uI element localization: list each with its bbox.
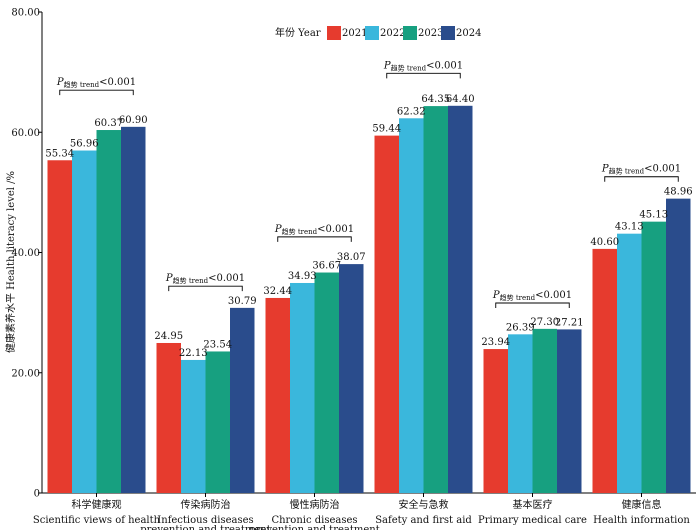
legend-swatch-2024 (441, 26, 455, 40)
legend-swatch-2022 (365, 26, 379, 40)
bar-2023 (641, 221, 666, 493)
bar-2022 (72, 150, 97, 493)
data-label-2022: 56.96 (70, 139, 99, 150)
data-label-2023: 23.54 (203, 339, 232, 350)
bar-2022 (290, 282, 315, 493)
x-category-label-en: prevention and treatment (140, 525, 271, 530)
data-label-2024: 38.07 (337, 252, 366, 263)
legend-swatch-2023 (403, 26, 417, 40)
x-category-label-zh: 健康信息 (622, 498, 662, 511)
x-category-label-en: Primary medical care (478, 515, 587, 526)
bar-2024 (666, 198, 691, 494)
y-axis-label: 健康素养水平 Health literacy level /% (4, 171, 17, 353)
x-category-label-en: Scientific views of health (33, 515, 161, 526)
bar-2023 (96, 130, 121, 493)
data-label-2023: 27.30 (530, 317, 559, 328)
data-label-2021: 59.44 (372, 124, 401, 135)
bar-2024 (230, 307, 255, 493)
trend-p-value: P趋势 trend<0.001 (383, 60, 463, 72)
bar-2024 (339, 264, 364, 493)
trend-bracket (495, 302, 570, 309)
data-label-2023: 45.13 (639, 210, 668, 221)
x-category-label-zh: 科学健康观 (72, 498, 122, 511)
y-tick-label: 60.00 (11, 128, 40, 139)
legend-title: 年份 Year (275, 26, 321, 39)
y-tick-label: 0 (34, 489, 40, 500)
x-axis: 科学健康观 Scientific views of health 传染病防治 Infe… (33, 492, 696, 530)
data-label-2021: 24.95 (154, 331, 183, 342)
x-category-label-zh: 传染病防治 (181, 498, 231, 511)
bar-2022 (399, 118, 424, 494)
trend-bracket (168, 285, 243, 292)
trend-bracket (59, 89, 134, 96)
trend-p-value: P趋势 trend<0.001 (492, 290, 572, 302)
x-category-label-en: prevention and treatment (249, 525, 380, 530)
legend-label-2024: 2024 (456, 28, 481, 39)
bar-2024 (557, 329, 582, 493)
bar-2023 (205, 351, 230, 493)
bar-2021 (592, 248, 617, 493)
data-label-2023: 60.37 (94, 118, 123, 129)
bar-2022 (181, 359, 206, 493)
trend-p-value: P趋势 trend<0.001 (165, 273, 245, 285)
x-category-label-en: Infectious diseases (157, 515, 253, 526)
bar-2023 (314, 272, 339, 493)
data-label-2022: 43.13 (615, 222, 644, 233)
bar-2022 (508, 334, 533, 493)
bar-2021 (47, 160, 72, 493)
bar-2024 (448, 105, 473, 494)
bar-2022 (617, 233, 642, 493)
bars (47, 105, 691, 494)
data-label-2022: 22.13 (179, 348, 208, 359)
data-label-2022: 26.39 (506, 322, 535, 333)
data-label-2024: 30.79 (228, 296, 257, 307)
trend-bracket (386, 72, 461, 79)
legend: 年份 Year 2021 2022 2023 2024 (275, 26, 481, 40)
y-tick-label: 40.00 (11, 248, 40, 259)
y-tick-label: 20.00 (11, 368, 40, 379)
data-label-2021: 32.44 (263, 286, 292, 297)
bar-2023 (423, 106, 448, 493)
data-label-2024: 64.40 (446, 94, 475, 105)
data-label-2023: 36.67 (312, 261, 341, 272)
legend-label-2021: 2021 (342, 28, 367, 39)
data-label-2021: 40.60 (590, 237, 619, 248)
trend-p-value: P趋势 trend<0.001 (274, 224, 354, 236)
bar-2021 (265, 297, 290, 493)
data-label-2024: 48.96 (664, 187, 693, 198)
trend-bracket (604, 176, 679, 182)
data-label-2022: 62.32 (397, 106, 426, 117)
bar-2023 (532, 328, 557, 493)
data-label-2024: 60.90 (119, 115, 148, 126)
x-category-label-zh: 基本医疗 (513, 498, 553, 511)
data-label-2024: 27.21 (555, 317, 584, 328)
x-category-label-en: Health information (593, 515, 690, 526)
trend-p-value: P趋势 trend<0.001 (56, 77, 136, 89)
bar-2021 (374, 135, 399, 493)
data-label-2022: 34.93 (288, 271, 317, 282)
data-label-2021: 55.34 (45, 148, 74, 159)
bar-2021 (156, 342, 181, 493)
trend-bracket (277, 236, 352, 242)
x-category-label-en: Chronic diseases (271, 515, 357, 526)
bar-2021 (483, 349, 508, 493)
x-category-label-en: Safety and first aid (375, 515, 472, 526)
data-label-2021: 23.94 (481, 337, 510, 348)
legend-swatch-2021 (327, 26, 341, 40)
data-label-2023: 64.35 (421, 94, 450, 105)
legend-label-2022: 2022 (380, 28, 405, 39)
x-category-label-zh: 安全与急救 (399, 498, 449, 511)
y-tick-label: 80.00 (11, 8, 40, 19)
bar-2024 (121, 126, 146, 494)
trend-annotations: P趋势 trend<0.001 P趋势 trend<0.001 P趋势 trend<… (56, 60, 681, 309)
x-category-label-zh: 慢性病防治 (290, 498, 340, 511)
trend-p-value: P趋势 trend<0.001 (601, 164, 681, 176)
y-axis: 0 20.00 40.00 60.00 80.00 (11, 8, 43, 500)
legend-label-2023: 2023 (418, 28, 443, 39)
